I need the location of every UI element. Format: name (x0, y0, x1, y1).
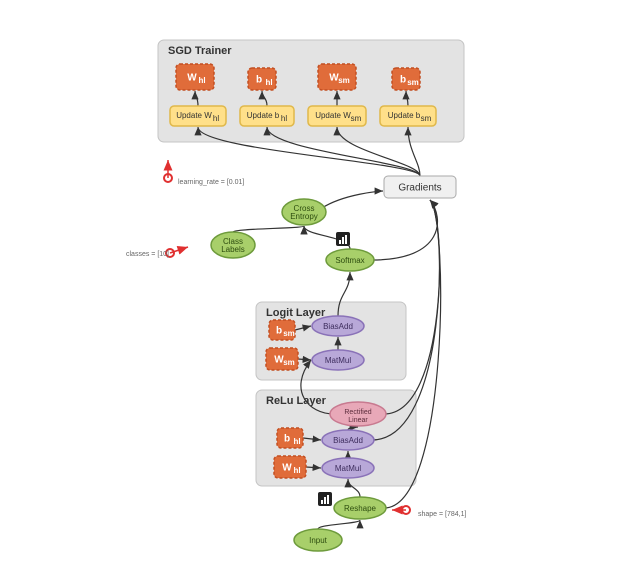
svg-text:hl: hl (265, 78, 272, 87)
node-W_sm: Wsm (266, 348, 298, 370)
svg-text:hl: hl (198, 76, 205, 85)
node-matmul_l: MatMul (312, 350, 364, 370)
node-reshape: Reshape (334, 497, 386, 519)
edge-input-reshape (318, 520, 360, 529)
node-W_hl: Whl (176, 64, 214, 90)
node-upd_bsm: Update bsm (380, 106, 436, 126)
svg-text:hl: hl (293, 466, 300, 475)
svg-text:b: b (276, 326, 282, 337)
panel-title-trainer: SGD Trainer (168, 45, 232, 57)
svg-text:Labels: Labels (221, 245, 245, 254)
node-upd_bhl: Update bhl (240, 106, 294, 126)
node-matmul_r: MatMul (322, 458, 374, 478)
svg-text:BiasAdd: BiasAdd (333, 436, 363, 445)
annotation-shape: shape = [784,1] (392, 506, 467, 518)
svg-text:Update b: Update b (247, 111, 280, 120)
svg-text:shape = [784,1]: shape = [784,1] (418, 511, 467, 518)
edge-softmax-gradients (372, 200, 437, 260)
edge-classlab-cross (233, 226, 304, 232)
node-biasadd_l: BiasAdd (312, 316, 364, 336)
svg-text:b: b (256, 75, 262, 86)
svg-text:W: W (187, 73, 197, 84)
svg-text:hl: hl (281, 114, 287, 123)
node-b_hl_r: bhl (277, 428, 303, 448)
node-b_sm_t: bsm (392, 68, 420, 90)
svg-text:learning_rate = [0.01]: learning_rate = [0.01] (178, 179, 244, 186)
node-W_hl_r: Whl (274, 456, 306, 478)
svg-text:MatMul: MatMul (335, 464, 361, 473)
svg-text:hl: hl (213, 114, 219, 123)
svg-text:Input: Input (309, 536, 328, 545)
svg-text:Rectified: Rectified (344, 409, 371, 416)
edge-cross-gradients (322, 191, 383, 208)
panel-title-logit: Logit Layer (266, 307, 326, 319)
stats-icon (336, 232, 350, 246)
node-upd_Whl: Update Whl (170, 106, 226, 126)
svg-text:Reshape: Reshape (344, 504, 377, 513)
svg-text:MatMul: MatMul (325, 356, 351, 365)
node-biasadd_r: BiasAdd (322, 430, 374, 450)
svg-text:W: W (282, 463, 292, 474)
node-softmax: Softmax (326, 249, 374, 271)
node-b_hl: bhl (248, 68, 276, 90)
svg-text:Gradients: Gradients (398, 183, 441, 194)
stats-icon (318, 492, 332, 506)
svg-text:sm: sm (421, 114, 432, 123)
svg-text:Update W: Update W (176, 111, 212, 120)
panel-title-relu: ReLu Layer (266, 395, 327, 407)
node-W_sm_t: Wsm (318, 64, 356, 90)
svg-text:BiasAdd: BiasAdd (323, 322, 353, 331)
svg-text:Softmax: Softmax (335, 256, 364, 265)
annotation-classes: classes = [10] (126, 247, 188, 258)
annotation-lr: learning_rate = [0.01] (164, 160, 244, 186)
svg-text:Update b: Update b (388, 111, 421, 120)
node-rect: RectifiedLinear (330, 402, 386, 426)
svg-text:sm: sm (283, 329, 295, 338)
node-cross: CrossEntropy (282, 199, 326, 225)
node-upd_Wsm: Update Wsm (308, 106, 366, 126)
svg-text:Entropy: Entropy (290, 212, 318, 221)
svg-text:sm: sm (283, 358, 295, 367)
svg-text:Linear: Linear (348, 417, 368, 424)
svg-text:Update W: Update W (315, 111, 351, 120)
node-gradients: Gradients (384, 176, 456, 198)
svg-text:sm: sm (351, 114, 362, 123)
node-input: Input (294, 529, 342, 551)
svg-text:hl: hl (293, 437, 300, 446)
node-classlab: ClassLabels (211, 232, 255, 258)
svg-text:classes = [10]: classes = [10] (126, 251, 169, 258)
svg-text:b: b (284, 434, 290, 445)
svg-text:sm: sm (407, 78, 419, 87)
svg-text:sm: sm (338, 76, 350, 85)
node-b_sm: bsm (269, 320, 295, 340)
svg-text:b: b (400, 75, 406, 86)
